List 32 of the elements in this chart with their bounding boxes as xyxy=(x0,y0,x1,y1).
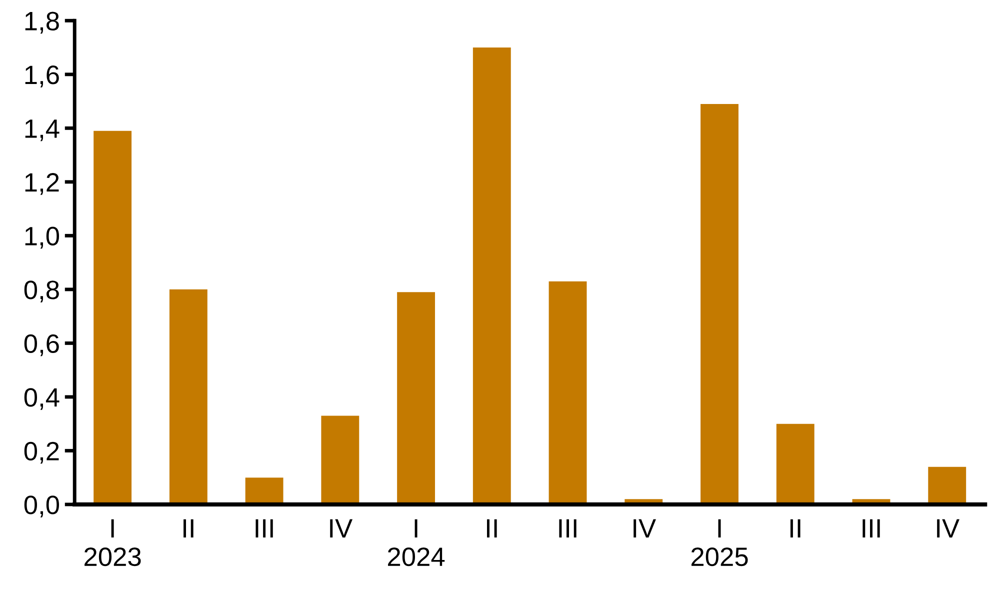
y-tick-label: 1,6 xyxy=(25,66,59,88)
x-tick-label: II xyxy=(184,519,194,538)
bar xyxy=(169,289,208,504)
y-tick-label: 1,0 xyxy=(25,226,60,249)
y-tick-label: 0,6 xyxy=(24,334,59,356)
bar xyxy=(397,292,435,504)
x-tick-label: I 2024 xyxy=(388,519,445,566)
bar xyxy=(548,281,587,504)
x-tick-label: III xyxy=(256,519,273,538)
bar xyxy=(321,416,360,504)
y-tick-label: 0,0 xyxy=(24,496,60,518)
x-tick-label: I 2025 xyxy=(691,519,748,566)
y-tick-label: 1,8 xyxy=(25,12,59,34)
x-tick-label: IV xyxy=(330,519,353,538)
y-tick-label: 0,8 xyxy=(24,280,59,302)
y-tick-label: 0,2 xyxy=(24,442,59,464)
bar xyxy=(472,48,511,504)
x-tick-label: III xyxy=(559,519,576,538)
x-tick-label: I 2023 xyxy=(84,519,141,566)
bar xyxy=(700,104,738,504)
x-tick-label: III xyxy=(862,519,880,538)
x-tick-label: II xyxy=(487,519,497,538)
x-tick-label: IV xyxy=(634,519,656,538)
x-tick-label: IV xyxy=(937,519,960,538)
y-tick-label: 1,2 xyxy=(25,173,59,195)
bar xyxy=(776,424,814,504)
x-tick-label: II xyxy=(790,519,800,538)
y-tick-label: 1,4 xyxy=(25,120,60,142)
bar xyxy=(245,478,284,504)
y-tick-label: 0,4 xyxy=(24,388,60,410)
bar xyxy=(928,466,966,504)
bar xyxy=(94,130,132,504)
